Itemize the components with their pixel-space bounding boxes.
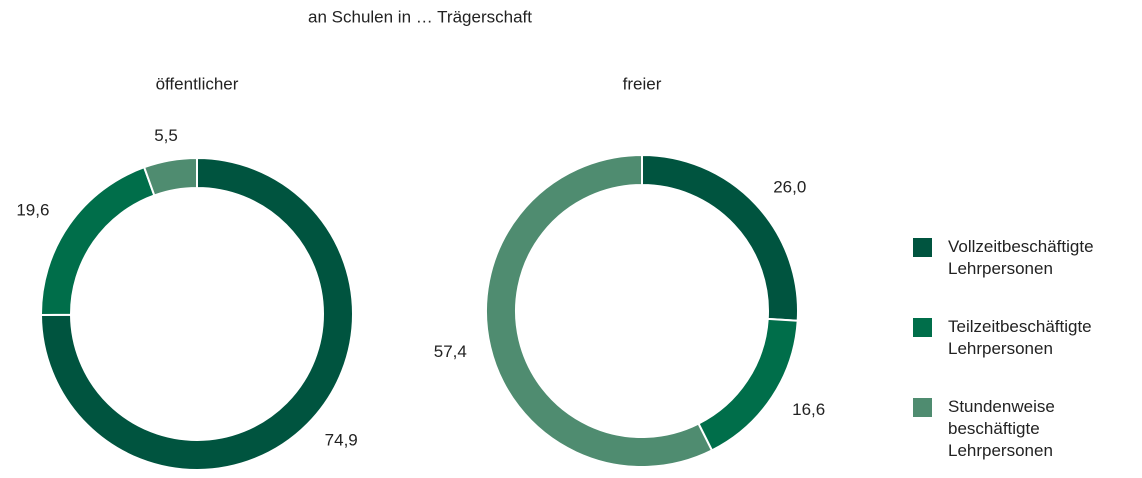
data-label: 74,9 [325, 430, 358, 449]
legend-swatch [913, 238, 932, 257]
legend-swatch [913, 398, 932, 417]
pie-title: öffentlicher [156, 74, 239, 93]
legend-item: Teilzeitbeschäftigte Lehrpersonen [913, 316, 1113, 360]
chart-title: an Schulen in … Trägerschaft [308, 7, 532, 26]
data-label: 19,6 [16, 200, 49, 219]
legend-label: Vollzeitbeschäftigte Lehrpersonen [948, 237, 1094, 278]
legend-label: Teilzeitbeschäftigte Lehrpersonen [948, 317, 1092, 358]
legend-item: Vollzeitbeschäftigte Lehrpersonen [913, 236, 1113, 280]
donut-segment [40, 165, 156, 316]
legend-item: Stundenweise beschäftigte Lehrpersonen [913, 396, 1113, 462]
data-label: 57,4 [434, 342, 467, 361]
pie-title: freier [623, 74, 662, 93]
legend-swatch [913, 318, 932, 337]
data-label: 16,6 [792, 400, 825, 419]
data-label: 26,0 [773, 177, 806, 196]
donut-segment [697, 317, 799, 452]
data-label: 5,5 [154, 126, 178, 145]
donut-segment [142, 156, 198, 197]
donut-segment [485, 153, 714, 468]
legend-label: Stundenweise beschäftigte Lehrpersonen [948, 397, 1055, 460]
donut-segment [39, 156, 354, 471]
